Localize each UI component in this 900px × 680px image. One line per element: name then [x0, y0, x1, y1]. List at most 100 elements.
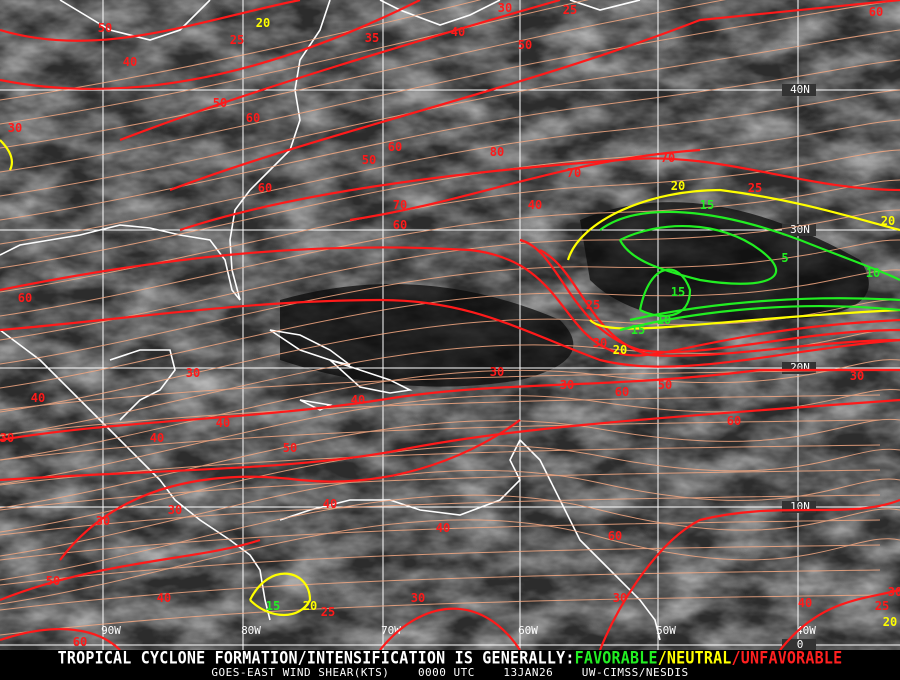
streamline	[0, 419, 881, 461]
contour-label: 60	[246, 111, 260, 125]
dry-air-region	[280, 202, 869, 387]
contour-label: 60	[608, 529, 622, 543]
contour-label: 5	[781, 251, 788, 265]
streamline	[0, 0, 900, 173]
streamline	[0, 0, 726, 149]
valid-date: 13JAN26	[503, 666, 554, 679]
latitude-label: 0	[797, 638, 804, 650]
unfavorable-contour	[59, 419, 521, 561]
unfavorable-contour	[0, 0, 421, 90]
contour-label: 60	[615, 385, 629, 399]
shear-contours	[0, 0, 900, 650]
contour-label: 25	[586, 298, 600, 312]
streamline	[0, 569, 881, 611]
contour-label: 20	[671, 179, 685, 193]
unfavorable-contour	[0, 246, 900, 357]
product-info: GOES-EAST WIND SHEAR(KTS) 0000 UTC 13JAN…	[0, 667, 900, 679]
caption-bar: TROPICAL CYCLONE FORMATION/INTENSIFICATI…	[0, 649, 900, 680]
unfavorable-contour	[0, 398, 900, 482]
contour-label: 50	[46, 574, 60, 588]
unfavorable-contour	[0, 628, 121, 650]
favorable-contour	[619, 305, 900, 332]
contour-label: 20	[303, 599, 317, 613]
streamline	[0, 0, 482, 101]
unfavorable-contour	[0, 538, 261, 602]
contour-label: 40	[157, 591, 171, 605]
streamline	[0, 209, 900, 341]
contour-label: 25	[875, 599, 889, 613]
coastline	[59, 0, 211, 41]
unfavorable-contour	[779, 588, 900, 650]
coastline	[379, 0, 501, 26]
contour-label: 20	[613, 343, 627, 357]
contour-label: 20	[883, 615, 897, 629]
longitude-label: 60W	[518, 624, 538, 637]
contour-label: 30	[613, 591, 627, 605]
unfavorable-label: UNFAVORABLE	[740, 648, 843, 668]
contour-label: 50	[283, 441, 297, 455]
neutral-contour	[0, 139, 14, 171]
longitude-label: 50W	[656, 624, 676, 637]
latitude-label: 20N	[790, 361, 810, 374]
coastline	[0, 0, 331, 301]
contour-label: 15	[671, 285, 685, 299]
contour-label: 40	[436, 521, 450, 535]
contour-label: 15	[700, 198, 714, 212]
coastline	[279, 438, 661, 641]
headline-prefix: TROPICAL CYCLONE FORMATION/INTENSIFICATI…	[57, 648, 575, 668]
contour-label: 40	[798, 596, 812, 610]
streamline	[0, 445, 900, 533]
streamline	[0, 269, 900, 389]
contour-label: 25	[748, 181, 762, 195]
contour-label: 30	[8, 121, 22, 135]
streamline	[0, 494, 881, 536]
valid-time: 0000 UTC	[417, 666, 475, 679]
contour-label: 10	[866, 266, 880, 280]
contour-label: 30	[850, 369, 864, 383]
latitude-label: 40N	[790, 83, 810, 96]
streamline	[0, 149, 900, 293]
contour-label: 60	[258, 181, 272, 195]
streamline	[0, 594, 881, 636]
label-bg	[782, 84, 816, 96]
streamline	[0, 0, 590, 125]
contour-label: 35	[365, 31, 379, 45]
contour-label: 50	[518, 38, 532, 52]
contour-label: 40	[123, 55, 137, 69]
streamline	[0, 388, 900, 485]
coastline	[109, 349, 176, 421]
contour-label: 40	[216, 416, 230, 430]
contour-label: 40	[323, 497, 337, 511]
contour-label: 40	[528, 198, 542, 212]
contour-label: 60	[18, 291, 32, 305]
contour-label: 60	[869, 5, 883, 19]
streamline	[0, 239, 900, 365]
longitude-label: 90W	[101, 624, 121, 637]
unfavorable-contour	[179, 157, 900, 232]
contour-label: 30	[560, 378, 574, 392]
contour-label: 50	[362, 153, 376, 167]
headline: TROPICAL CYCLONE FORMATION/INTENSIFICATI…	[0, 649, 900, 668]
streamline	[0, 119, 900, 269]
contour-label: 25	[563, 3, 577, 17]
contour-label: 30	[96, 514, 110, 528]
contour-label: 70	[393, 198, 407, 212]
streamline	[0, 394, 881, 436]
contour-label: 60	[73, 635, 87, 649]
streamline	[0, 29, 900, 197]
neutral-contour	[589, 308, 900, 330]
contour-label: 30	[490, 365, 504, 379]
streamline	[0, 329, 900, 437]
neutral-contour	[249, 572, 312, 616]
streamline	[0, 299, 900, 413]
unfavorable-contour	[349, 148, 701, 222]
contour-label: 70	[567, 166, 581, 180]
streamline	[0, 469, 900, 557]
contour-label: 70	[661, 151, 675, 165]
contour-label: 30	[168, 503, 182, 517]
contour-label: 40	[150, 431, 164, 445]
contour-label: 30	[593, 336, 607, 350]
contour-label: 20	[881, 214, 895, 228]
